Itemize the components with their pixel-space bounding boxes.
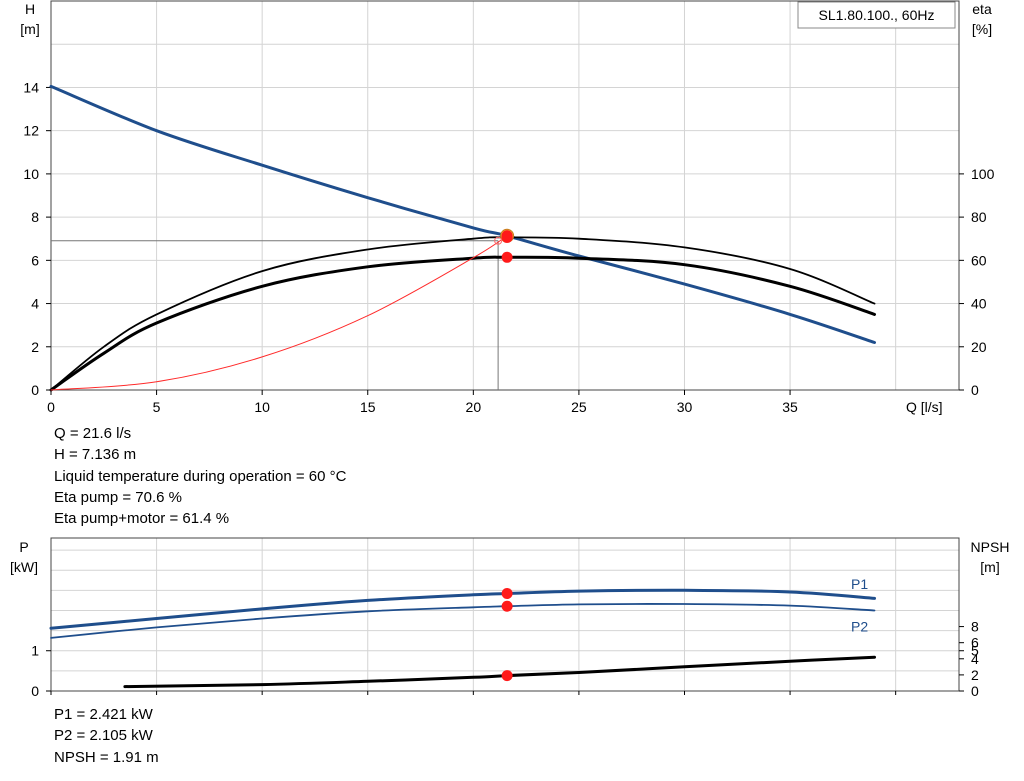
x-tick-label: 5 [153, 399, 161, 415]
npsh-curve-operating-point [501, 670, 513, 682]
y-tick-label-right: 20 [971, 339, 987, 355]
power-info: P1 = 2.421 kW P2 = 2.105 kW NPSH = 1.91 … [54, 704, 159, 768]
y-tick-label-right: 100 [971, 166, 995, 182]
x-tick-label: 20 [466, 399, 482, 415]
plot-frame [50, 0, 960, 391]
x-tick-label: 15 [360, 399, 376, 415]
system-curve-point [494, 236, 503, 245]
x-tick-label: 35 [782, 399, 798, 415]
y-tick-label-left: 0 [31, 683, 39, 699]
eta-pump-curve [50, 236, 876, 391]
npsh-curve [123, 655, 876, 689]
eta-total-readout: Eta pump+motor = 61.4 % [54, 510, 230, 528]
system-curve [50, 235, 508, 391]
y-tick-label-left: 1 [31, 643, 39, 659]
y-tick-label-left: 14 [23, 79, 39, 95]
y-tick-label-right: 4 [971, 651, 979, 667]
flow-readout: Q = 21.6 l/s [54, 425, 132, 442]
chart-title: SL1.80.100., 60Hz [819, 7, 935, 23]
y-tick-label-left: 6 [31, 252, 39, 268]
y-axis-label-left: [m] [20, 21, 39, 37]
y-tick-label-right: 80 [971, 209, 987, 225]
x-tick-label: 30 [677, 399, 693, 415]
p1-curve [49, 588, 876, 630]
y-tick-label-right: 0 [971, 382, 979, 398]
x-axis-label: Q [l/s] [906, 399, 943, 415]
title-box [797, 1, 956, 29]
eta-pump-operating-point [501, 231, 513, 243]
p2-readout: P2 = 2.105 kW [54, 727, 153, 745]
y-tick-label-right: 40 [971, 296, 987, 312]
plot-frame [50, 537, 960, 692]
npsh-readout: NPSH = 1.91 m [54, 748, 159, 766]
y-axis-label-right: eta [972, 1, 992, 17]
y-tick-label-left: 2 [31, 339, 39, 355]
y-axis-label-left: H [25, 1, 35, 17]
y-tick-label-right: 8 [971, 619, 979, 635]
p1-readout: P1 = 2.421 kW [54, 706, 153, 723]
y-axis-label-left: P [19, 539, 28, 555]
x-tick-label: 10 [254, 399, 270, 415]
y-tick-label-right: 5 [971, 643, 979, 659]
y-tick-label-left: 8 [31, 209, 39, 225]
y-tick-label-left: 4 [31, 296, 39, 312]
p1-series-label: P1 [851, 576, 868, 592]
y-tick-label-left: 0 [31, 382, 39, 398]
y-tick-label-left: 12 [23, 123, 39, 139]
eta-total-curve [49, 255, 876, 392]
y-axis-label-right: [%] [972, 21, 992, 37]
x-tick-label: 25 [571, 399, 587, 415]
y-tick-label-right: 60 [971, 252, 987, 268]
eta-pump-readout: Eta pump = 70.6 % [54, 488, 182, 506]
y-tick-label-right: 2 [971, 667, 979, 683]
p2-curve [50, 603, 876, 639]
head-curve [49, 84, 876, 344]
eta-total-operating-point [501, 251, 513, 263]
x-tick-label: 0 [47, 399, 55, 415]
y-axis-label-left: [kW] [10, 559, 38, 575]
p2-curve-operating-point [501, 600, 513, 612]
y-tick-label-right: 6 [971, 635, 979, 651]
liquid-temperature-readout: Liquid temperature during operation = 60… [54, 467, 347, 485]
y-tick-label-right: 0 [971, 683, 979, 699]
y-axis-label-right: [m] [980, 559, 999, 575]
p2-series-label: P2 [851, 618, 868, 634]
p1-curve-operating-point [501, 588, 513, 600]
operating-point-info: Q = 21.6 l/s H = 7.136 m Liquid temperat… [54, 423, 346, 529]
head-readout: H = 7.136 m [54, 446, 137, 464]
y-axis-label-right: NPSH [971, 539, 1010, 555]
y-tick-label-left: 10 [23, 166, 39, 182]
performance-plot: SL1.80.100., 60Hz 0 5 10 15 20 25 30 35 0 2 4 6 8 10 12… [20, 0, 995, 415]
